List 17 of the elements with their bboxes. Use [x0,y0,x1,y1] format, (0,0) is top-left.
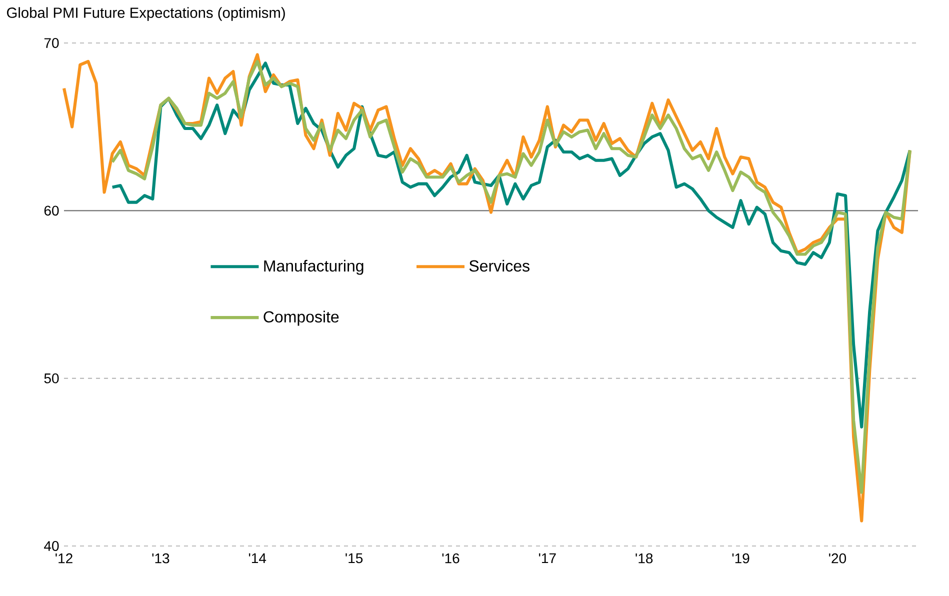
x-tick-label: '17 [538,553,556,564]
y-tick-label: 70 [44,38,59,48]
y-tick-label: 60 [44,206,59,216]
x-tick-label: '16 [442,553,460,564]
x-tick-label: '19 [732,553,750,564]
x-tick-label: '18 [636,553,653,564]
x-tick-label: '15 [346,553,363,564]
y-tick-label: 50 [44,373,59,384]
x-tick-label: '14 [248,553,266,564]
legend-label: Composite [264,310,339,326]
legend-label: Services [469,260,530,272]
chart-title: Global PMI Future Expectations (optimism) [7,7,285,21]
x-tick-label: '12 [56,553,72,564]
x-tick-label: '20 [829,553,846,564]
x-tick-label: '13 [152,553,170,564]
y-tick-label: 40 [44,541,59,551]
legend-label: Manufacturing [264,260,364,275]
